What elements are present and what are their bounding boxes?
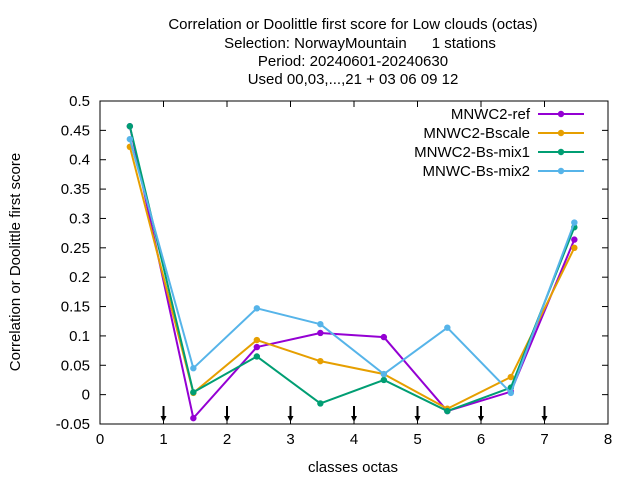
data-point <box>444 324 451 331</box>
title-line-1: Correlation or Doolittle first score for… <box>168 16 537 33</box>
series-layer <box>126 123 578 422</box>
data-point <box>444 407 451 415</box>
x-tick-label: 3 <box>286 431 294 448</box>
y-tick-label: 0.45 <box>61 122 90 139</box>
data-point <box>571 244 578 252</box>
y-axis-title: Correlation or Doolittle first score <box>7 153 24 371</box>
series-line-2 <box>128 146 576 410</box>
series-line-4 <box>128 138 576 394</box>
y-tick-label: 0.1 <box>69 328 90 345</box>
x-arrow-head <box>287 416 294 422</box>
x-tick-label: 5 <box>413 431 421 448</box>
x-tick-label: 0 <box>96 431 104 448</box>
x-arrow-head <box>414 416 421 422</box>
data-point <box>380 376 388 384</box>
x-axis: 0 1 2 3 4 5 6 7 8 <box>96 101 612 448</box>
x-tick-label: 6 <box>477 431 485 448</box>
legend-label: MNWC-Bs-mix2 <box>423 163 530 180</box>
y-tick-label: 0.4 <box>69 152 90 169</box>
chart-title: Correlation or Doolittle first score for… <box>168 16 537 88</box>
data-point <box>507 389 515 397</box>
x-arrow-head <box>541 416 548 422</box>
y-tick-label: 0.25 <box>61 240 90 257</box>
x-arrow-head <box>478 416 484 422</box>
data-point <box>190 414 197 422</box>
plot-frame <box>99 100 609 425</box>
x-tick-label: 4 <box>350 431 358 448</box>
title-line-2: Selection: NorwayMountain 1 stations <box>224 35 496 52</box>
data-point <box>317 320 324 328</box>
data-point <box>571 236 578 243</box>
series-line-3 <box>128 126 576 413</box>
y-tick-label: -0.05 <box>56 416 90 433</box>
x-arrow-head <box>160 416 167 422</box>
x-tick-label: 8 <box>604 431 612 448</box>
x-arrow-head <box>351 416 357 422</box>
data-point <box>126 123 134 130</box>
legend-label: MNWC2-ref <box>451 106 531 123</box>
legend-marker <box>557 148 565 156</box>
y-tick-label: 0 <box>82 387 90 404</box>
x-tick-label: 2 <box>223 431 231 448</box>
y-tick-label: 0.3 <box>69 210 90 227</box>
legend-marker <box>557 167 565 175</box>
data-point <box>571 219 578 226</box>
title-line-4: Used 00,03,...,21 + 03 06 09 12 <box>248 71 459 88</box>
y-tick-label: 0.2 <box>69 269 90 286</box>
data-point <box>253 336 261 344</box>
y-axis: -0.05 0 0.05 0.1 0.15 0.2 0.25 0.3 0.35 0.4 0.45 0.… <box>56 93 608 433</box>
data-point <box>380 370 388 378</box>
y-tick-label: 0.05 <box>61 357 90 374</box>
x-axis-title: classes octas <box>308 459 398 476</box>
data-point <box>190 365 197 372</box>
legend-label: MNWC2-Bs-mix1 <box>414 144 530 161</box>
data-point <box>507 373 515 381</box>
y-tick-label: 0.5 <box>69 93 90 110</box>
data-point <box>317 329 324 337</box>
legend-marker <box>557 129 565 137</box>
data-point <box>317 400 324 407</box>
y-tick-label: 0.35 <box>61 181 90 198</box>
data-point <box>190 389 197 396</box>
data-point <box>253 343 261 351</box>
x-tick-label: 7 <box>540 431 548 448</box>
data-point <box>253 305 261 312</box>
x-tick-label: 1 <box>159 431 167 448</box>
legend: MNWC2-ref MNWC2-Bscale MNWC2-Bs-mix1 MNWC-B… <box>414 106 584 180</box>
title-line-3: Period: 20240601-20240630 <box>258 53 448 70</box>
legend-label: MNWC2-Bscale <box>423 125 530 142</box>
data-point <box>380 333 388 341</box>
legend-marker <box>557 110 565 118</box>
data-point <box>317 357 324 365</box>
y-tick-label: 0.15 <box>61 299 90 316</box>
x-arrow-marks <box>160 406 548 422</box>
data-point <box>253 353 261 360</box>
series-line-1 <box>128 126 576 420</box>
data-point <box>126 135 134 143</box>
x-arrow-head <box>224 416 230 422</box>
